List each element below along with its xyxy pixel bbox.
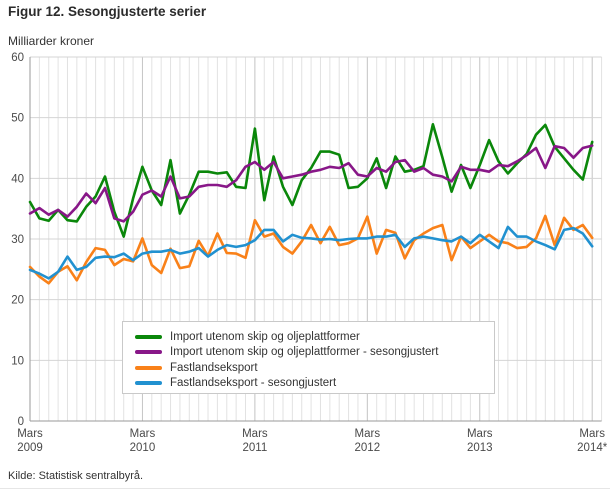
svg-text:0: 0: [18, 416, 24, 428]
x-axis-tick-labels: Mars 2009 Mars 2010 Mars 2011 Mars 2012 Mars 2013…: [17, 428, 608, 454]
legend-label: Import utenom skip og oljeplattformer: [170, 330, 360, 343]
series-line-1: [28, 144, 594, 223]
legend-swatch-mainland-export-seasonally-adjusted: [135, 381, 162, 386]
svg-text:10: 10: [11, 355, 24, 367]
series-line-3: [28, 225, 594, 280]
series-line-0: [28, 123, 594, 238]
legend-item-mainland-export-seasonally-adjusted: Fastlandseksport - sesongjustert: [135, 376, 494, 392]
svg-text:60: 60: [11, 52, 24, 64]
legend-item-import-seasonally-adjusted: Import utenom skip og oljeplattformer - …: [135, 345, 494, 361]
legend-item-mainland-export: Fastlandseksport: [135, 360, 494, 376]
svg-text:20: 20: [11, 295, 24, 307]
series-lines: [28, 123, 594, 285]
svg-text:50: 50: [11, 113, 24, 125]
y-axis-tick-labels: 0 10 20 30 40 50 60: [11, 52, 24, 428]
legend-swatch-mainland-export: [135, 365, 162, 370]
svg-text:40: 40: [11, 173, 24, 185]
legend-swatch-import: [135, 334, 162, 339]
legend-item-import: Import utenom skip og oljeplattformer: [135, 329, 494, 345]
chart-legend: Import utenom skip og oljeplattformer Im…: [122, 321, 495, 394]
legend-label: Fastlandseksport: [170, 361, 258, 374]
chart-title: Figur 12. Sesongjusterte serier: [8, 4, 207, 19]
legend-swatch-import-seasonally-adjusted: [135, 350, 162, 355]
svg-text:30: 30: [11, 234, 24, 246]
source-text: Kilde: Statistisk sentralbyrå.: [8, 470, 144, 482]
series-line-2: [28, 214, 594, 285]
legend-label: Fastlandseksport - sesongjustert: [170, 377, 337, 390]
y-axis-unit-label: Milliarder kroner: [8, 34, 95, 48]
legend-label: Import utenom skip og oljeplattformer - …: [170, 346, 439, 359]
axes: [29, 57, 602, 422]
